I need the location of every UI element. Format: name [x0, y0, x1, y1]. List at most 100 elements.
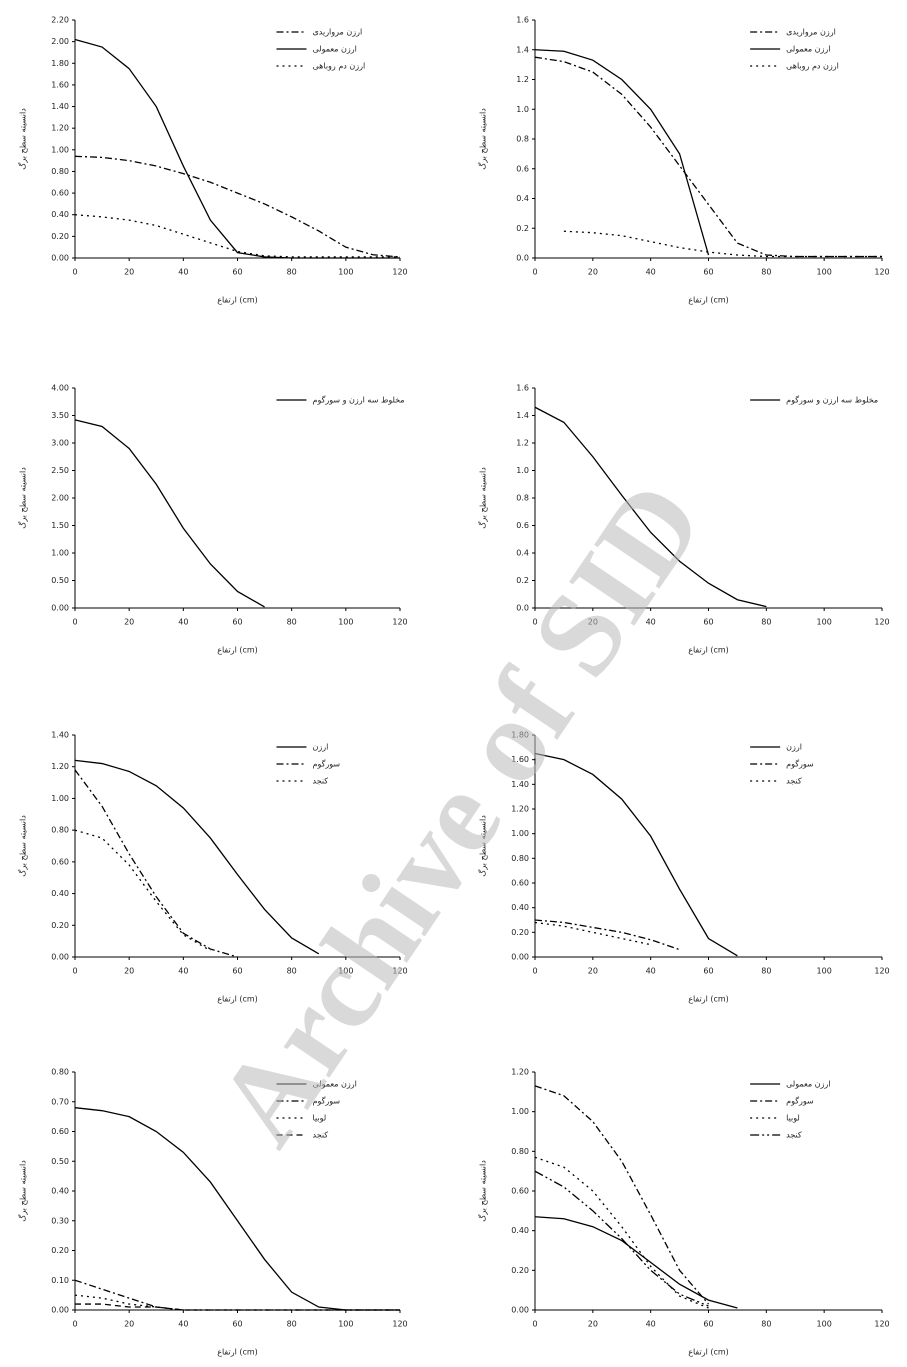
- y-tick-label: 0.30: [51, 1216, 69, 1225]
- y-tick-label: 0.80: [511, 854, 529, 863]
- chart: 0.00 0.20 0.40 0.60 0.80 1.00 1.20 1.40 1.60 1.80…: [478, 731, 890, 1004]
- x-tick-label: 120: [392, 967, 407, 976]
- x-tick-label: 120: [392, 268, 407, 277]
- series-line: [534, 752, 738, 957]
- legend-label: مخلوط سه ارزن و سورگوم: [786, 395, 878, 405]
- legend-label: کنجد: [313, 1131, 329, 1140]
- x-tick-label: 40: [178, 618, 188, 627]
- x-tick-label: 80: [761, 967, 771, 976]
- watermark: Archive of SID: [190, 459, 728, 1167]
- legend-label: ارزن مرواریدی: [786, 28, 836, 37]
- y-tick-label: 1.20: [51, 124, 69, 133]
- x-tick-label: 40: [178, 268, 188, 277]
- x-tick-label: 0: [72, 268, 77, 277]
- y-tick-label: 0.40: [511, 903, 529, 912]
- y-tick-label: 0.50: [51, 576, 69, 585]
- x-tick-label: 100: [817, 268, 832, 277]
- y-tick-label: 2.00: [51, 494, 69, 503]
- series-line: [74, 214, 400, 258]
- x-tick-label: 20: [588, 618, 598, 627]
- x-tick-label: 80: [287, 1320, 297, 1329]
- series-line: [74, 829, 211, 952]
- x-tick-label: 20: [124, 967, 134, 976]
- y-tick-label: 0.4: [516, 549, 529, 558]
- y-axis-label: دانسیته سطح برگ: [478, 1160, 488, 1222]
- y-tick-label: 0.80: [51, 167, 69, 176]
- x-tick-label: 120: [392, 618, 407, 627]
- legend-label: سورگوم: [313, 1096, 341, 1106]
- legend-label: ارزن معمولی: [313, 1080, 357, 1089]
- y-axis-label: دانسیته سطح برگ: [478, 467, 488, 529]
- x-tick-label: 100: [338, 268, 353, 277]
- y-tick-label: 2.50: [51, 466, 69, 475]
- x-tick-label: 60: [703, 1320, 713, 1329]
- x-tick-label: 80: [761, 268, 771, 277]
- legend-label: ارزن معمولی: [313, 45, 357, 54]
- x-axis-label: ارتفاع (cm): [688, 1348, 729, 1357]
- x-axis-label: ارتفاع (cm): [688, 995, 729, 1004]
- y-tick-label: 1.00: [51, 145, 69, 154]
- chart: 0.00 0.10 0.20 0.30 0.40 0.50 0.60 0.70 0.80 0 20 4…: [18, 1068, 408, 1357]
- y-tick-label: 1.80: [51, 59, 69, 68]
- x-tick-label: 120: [392, 1320, 407, 1329]
- y-tick-label: 0.6: [516, 164, 529, 173]
- y-tick-label: 0.10: [51, 1276, 69, 1285]
- y-tick-label: 0.80: [51, 826, 69, 835]
- series-line: [74, 1279, 400, 1311]
- y-axis-label: دانسیته سطح برگ: [18, 1160, 28, 1222]
- y-tick-label: 0.40: [51, 1187, 69, 1196]
- chart: 0.00 0.20 0.40 0.60 0.80 1.00 1.20 1.40 0 20 40 60 8…: [18, 731, 408, 1004]
- x-tick-label: 0: [532, 967, 537, 976]
- legend-label: ارزن: [786, 743, 802, 752]
- x-tick-label: 80: [287, 618, 297, 627]
- chart: 0.00 0.20 0.40 0.60 0.80 1.00 1.20 1.40 1.60 1.80…: [18, 16, 408, 305]
- y-tick-label: 0.40: [511, 1226, 529, 1235]
- x-tick-label: 20: [588, 268, 598, 277]
- y-tick-label: 0.80: [51, 1068, 69, 1077]
- y-tick-label: 0.8: [516, 135, 529, 144]
- legend-label: لوبیا: [313, 1114, 327, 1123]
- chart: 0.00 0.20 0.40 0.60 0.80 1.00 1.20 0 20 40 60 80 100…: [478, 1068, 890, 1357]
- legend-label: ارزن معمولی: [786, 45, 830, 54]
- y-tick-label: 1.80: [511, 731, 529, 740]
- series-line: [563, 230, 882, 258]
- x-tick-label: 100: [338, 1320, 353, 1329]
- y-tick-label: 1.2: [516, 75, 529, 84]
- x-tick-label: 20: [588, 967, 598, 976]
- legend-label: سورگوم: [786, 1096, 814, 1106]
- y-tick-label: 1.2: [516, 439, 529, 448]
- series-line: [74, 1294, 400, 1311]
- y-tick-label: 1.50: [51, 521, 69, 530]
- x-tick-label: 60: [232, 268, 242, 277]
- x-tick-label: 120: [874, 618, 889, 627]
- x-tick-label: 0: [72, 1320, 77, 1329]
- y-tick-label: 0.8: [516, 494, 529, 503]
- legend-label: ارزن دم روباهی: [786, 62, 839, 71]
- x-axis-label: ارتفاع (cm): [217, 995, 258, 1004]
- x-tick-label: 60: [232, 967, 242, 976]
- x-tick-label: 20: [124, 1320, 134, 1329]
- y-axis-label: دانسیته سطح برگ: [18, 467, 28, 529]
- y-tick-label: 1.00: [51, 549, 69, 558]
- x-tick-label: 20: [124, 618, 134, 627]
- x-tick-label: 20: [588, 1320, 598, 1329]
- y-axis-label: دانسیته سطح برگ: [18, 108, 28, 170]
- x-tick-label: 60: [232, 618, 242, 627]
- x-axis-label: ارتفاع (cm): [688, 296, 729, 305]
- x-tick-label: 60: [703, 268, 713, 277]
- y-tick-label: 3.00: [51, 439, 69, 448]
- y-tick-label: 2.20: [51, 16, 69, 25]
- y-tick-label: 1.20: [51, 762, 69, 771]
- y-tick-label: 1.4: [516, 45, 529, 54]
- x-tick-label: 60: [703, 967, 713, 976]
- legend-label: مخلوط سه ارزن و سورگوم: [313, 395, 405, 405]
- x-tick-label: 0: [532, 268, 537, 277]
- x-tick-label: 60: [232, 1320, 242, 1329]
- x-tick-label: 120: [874, 1320, 889, 1329]
- series-line: [534, 1216, 738, 1309]
- y-tick-label: 1.20: [511, 805, 529, 814]
- y-tick-label: 1.6: [516, 16, 529, 25]
- y-tick-label: 3.50: [51, 411, 69, 420]
- y-tick-label: 0.0: [516, 254, 529, 263]
- y-tick-label: 1.40: [51, 731, 69, 740]
